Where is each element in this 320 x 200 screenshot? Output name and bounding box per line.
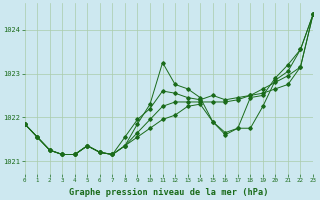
X-axis label: Graphe pression niveau de la mer (hPa): Graphe pression niveau de la mer (hPa) — [69, 188, 268, 197]
